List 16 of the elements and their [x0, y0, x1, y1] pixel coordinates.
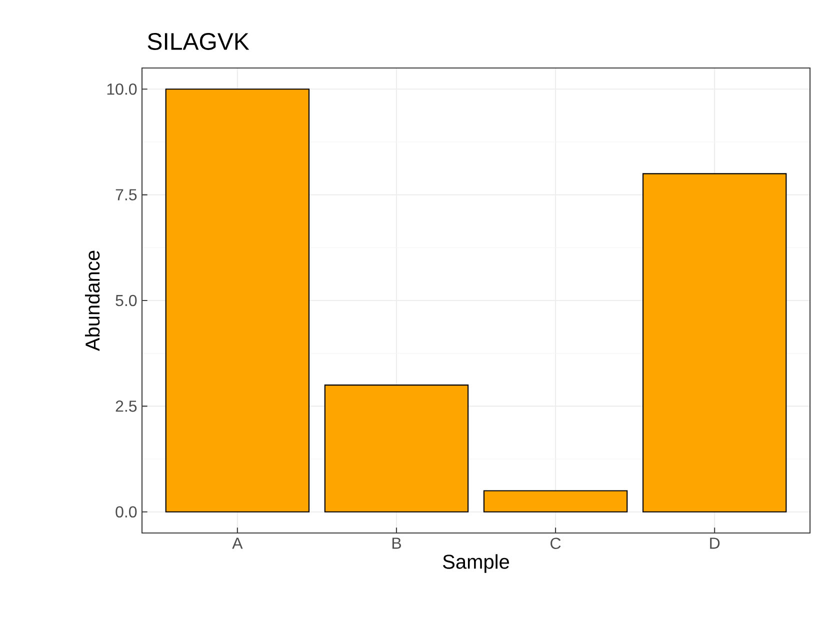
x-tick-label: D	[710, 538, 720, 549]
y-tick-label: 2.5	[116, 400, 137, 412]
y-tick-label: 7.5	[116, 189, 137, 200]
x-tick-label: B	[392, 538, 401, 549]
x-tick-label: A	[232, 538, 243, 549]
y-axis-title: Abundance	[84, 250, 100, 352]
bar	[165, 88, 310, 512]
x-axis-title: Sample	[443, 554, 510, 573]
bar	[324, 384, 469, 512]
y-tick-label: 5.0	[116, 294, 137, 306]
y-tick-label: 10.0	[107, 83, 137, 95]
bar	[483, 490, 628, 512]
y-tick-label: 0.0	[116, 506, 137, 518]
bar	[642, 173, 787, 512]
chart-title: SILAGVK	[148, 32, 250, 50]
x-tick-label: C	[550, 538, 561, 550]
